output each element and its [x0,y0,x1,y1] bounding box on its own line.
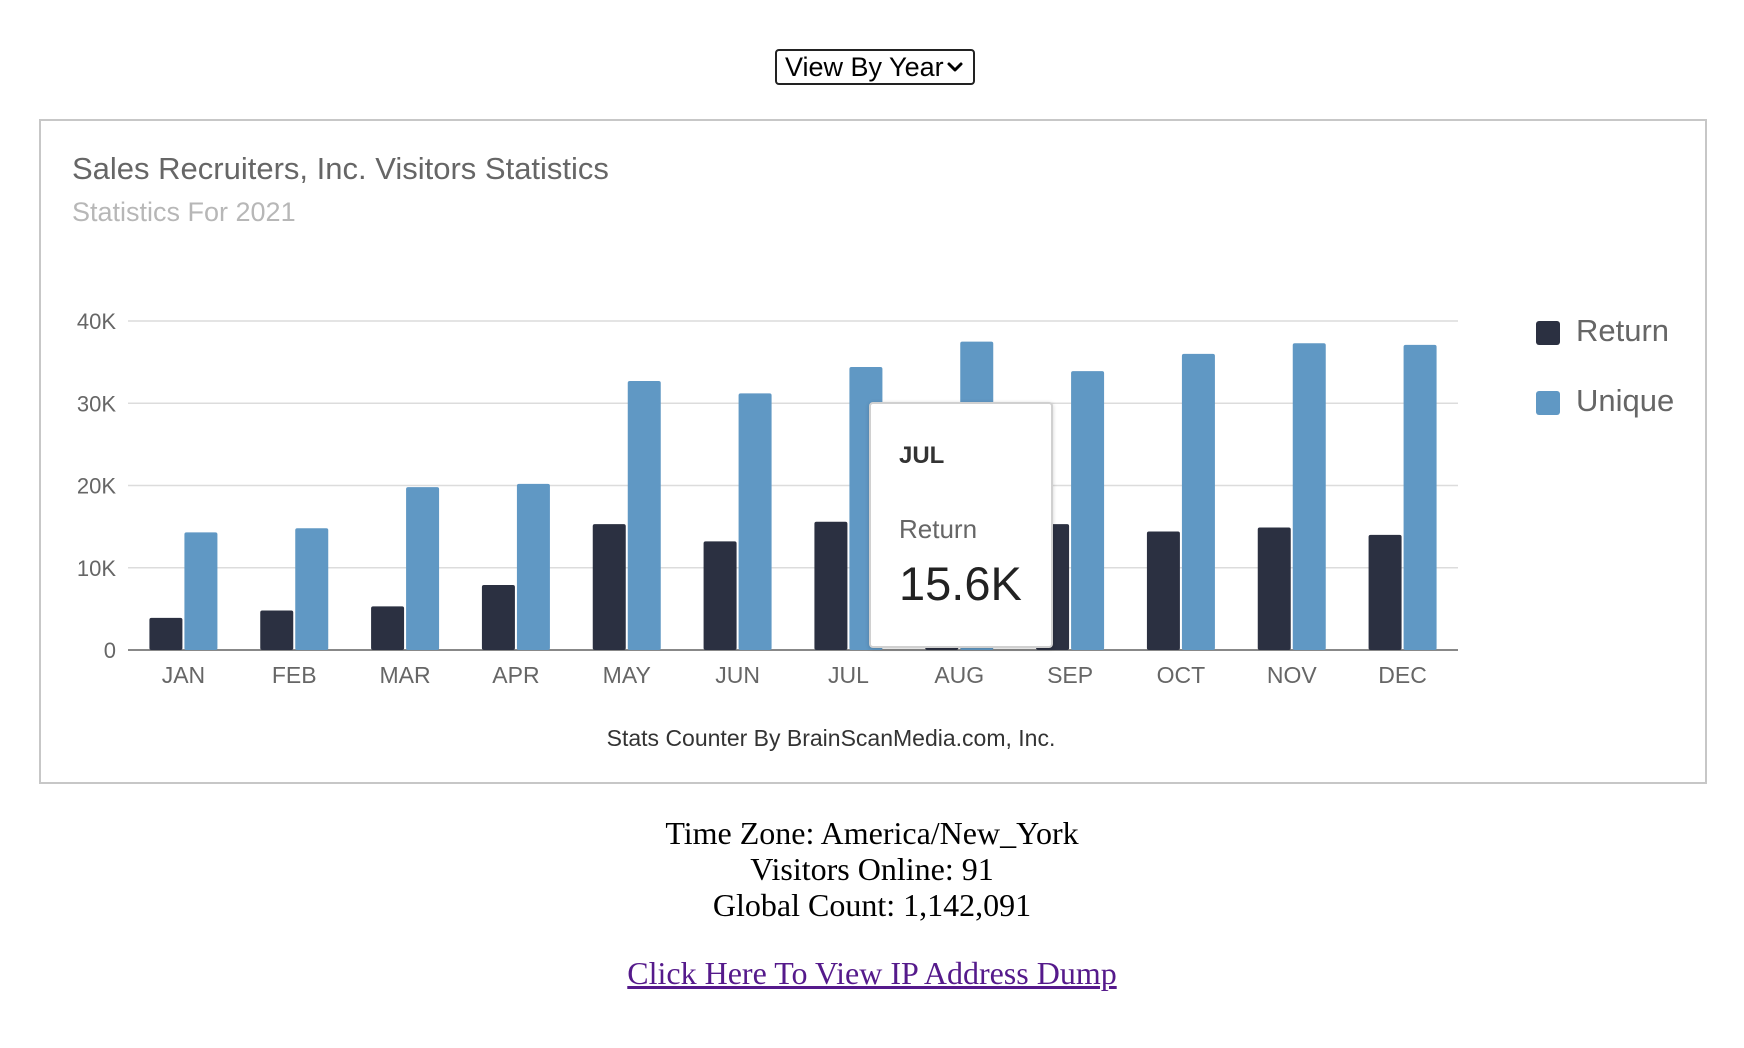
global-count-text: Global Count: 1,142,091 [712,887,1032,923]
bar-return-nov [1257,527,1291,650]
time-zone-text: Time Zone: America/New_York [665,815,1079,851]
x-tick-label: NOV [1267,662,1318,688]
view-by-select-value: View By Year [785,51,944,82]
x-tick-label: JUL [828,662,869,688]
tooltip-category: JUL [899,442,945,469]
x-tick-label: APR [492,662,539,688]
y-tick-label: 0 [104,638,116,663]
bar-unique-jun [738,393,772,650]
bar-unique-apr [516,483,550,650]
x-tick-label: JUN [715,662,760,688]
x-tick-label: MAR [380,662,431,688]
view-by-select[interactable]: View By Year [775,49,975,85]
chart-subtitle: Statistics For 2021 [72,197,296,227]
bar-unique-dec [1403,344,1437,650]
legend-item-return[interactable]: Return [1536,313,1674,383]
bar-return-oct [1146,531,1180,650]
y-tick-label: 40K [77,309,116,334]
visitors-online-text: Visitors Online: 91 [750,851,994,887]
x-tick-label: OCT [1157,662,1206,688]
ip-address-dump-link[interactable]: Click Here To View IP Address Dump [627,955,1117,991]
x-tick-label: FEB [272,662,317,688]
bar-unique-oct [1181,353,1215,650]
chevron-down-icon [947,62,963,72]
bar-unique-nov [1292,343,1326,650]
bar-unique-may [627,381,661,650]
x-tick-label: JAN [162,662,205,688]
chart-title: Sales Recruiters, Inc. Visitors Statisti… [72,151,609,186]
legend-swatch-return [1536,321,1560,345]
x-tick-label: DEC [1378,662,1427,688]
chart-container: 0 10K 20K 30K 40K JAN FEB MAR APR MAY JUN JUL AUG SEP… [39,119,1707,784]
bar-return-jan [149,617,183,650]
stats-footer: Time Zone: America/New_York Visitors Onl… [0,815,1744,991]
tooltip-series-label: Return [899,514,978,544]
legend-label-unique: Unique [1576,383,1675,418]
legend-swatch-unique [1536,391,1560,415]
bar-return-jul [814,521,848,650]
legend-label-return: Return [1576,313,1670,348]
legend-item-unique[interactable]: Unique [1536,383,1674,453]
bar-return-mar [371,606,405,650]
bar-unique-sep [1071,371,1105,650]
tooltip-value: 15.6K [899,557,1022,610]
y-tick-label: 20K [77,474,116,499]
bar-unique-mar [406,487,440,650]
bar-unique-feb [295,528,329,650]
chart-credit: Stats Counter By BrainScanMedia.com, Inc… [606,725,1056,751]
bar-return-apr [481,585,515,650]
y-tick-label: 10K [77,556,116,581]
x-tick-label: MAY [603,662,651,688]
bar-unique-jan [184,532,218,650]
bar-return-may [592,524,626,650]
y-tick-label: 30K [77,391,116,416]
x-tick-label: SEP [1047,662,1093,688]
chart-tooltip: JUL Return 15.6K [869,402,1053,648]
bar-return-feb [260,610,294,650]
bar-return-dec [1368,534,1402,650]
x-tick-label: AUG [934,662,984,688]
bar-return-jun [703,541,737,650]
bar-chart: 0 10K 20K 30K 40K JAN FEB MAR APR MAY JUN JUL AUG SEP… [77,309,1458,688]
chart-legend: Return Unique [1536,313,1674,453]
